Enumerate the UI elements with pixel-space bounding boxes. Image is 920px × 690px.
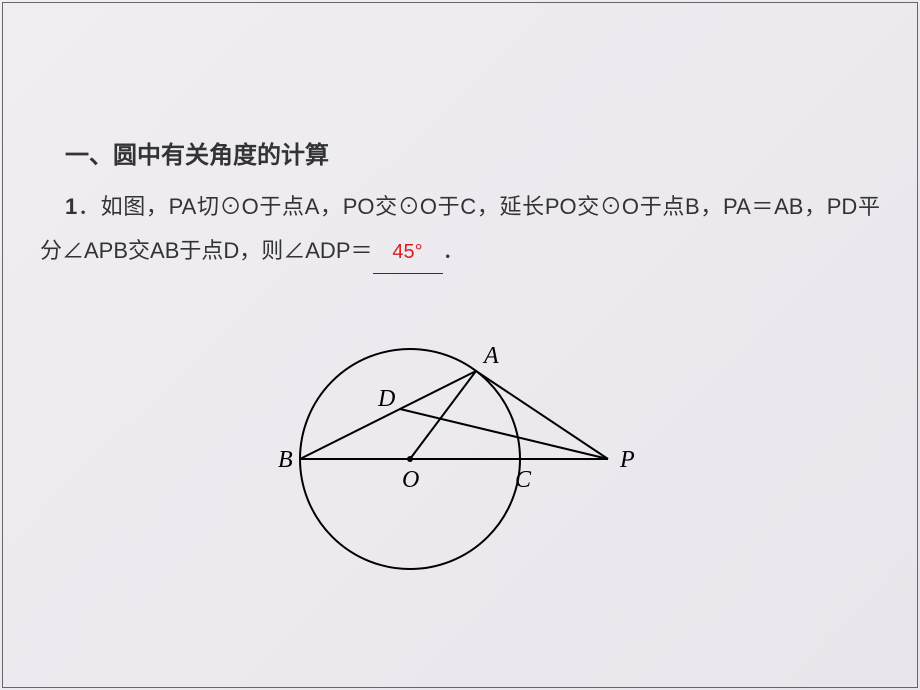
answer-value: 45° xyxy=(392,241,422,263)
answer-blank: 45° xyxy=(373,229,443,274)
